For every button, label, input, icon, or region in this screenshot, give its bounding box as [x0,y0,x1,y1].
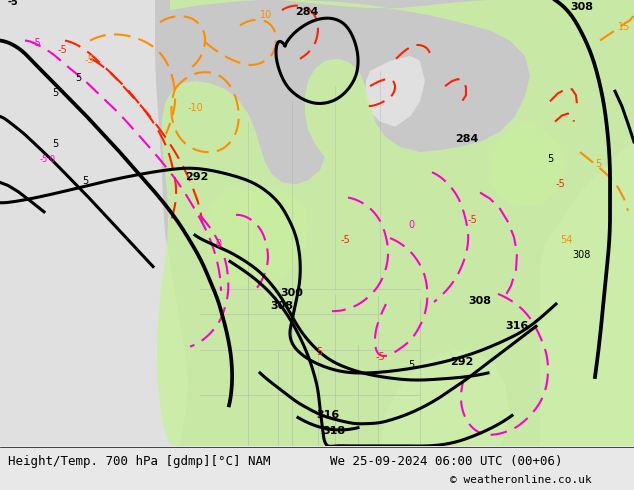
Text: 316: 316 [505,321,528,331]
Text: 284: 284 [295,7,318,17]
Text: -10: -10 [187,103,203,114]
Text: 318: 318 [322,426,345,436]
Text: -5: -5 [468,215,478,225]
Text: 300: 300 [280,288,303,298]
Polygon shape [490,122,565,207]
Text: 5: 5 [75,73,81,83]
Text: 308: 308 [570,2,593,12]
Text: -5: -5 [58,45,68,55]
Text: Height/Temp. 700 hPa [gdmp][°C] NAM: Height/Temp. 700 hPa [gdmp][°C] NAM [8,455,271,468]
Text: 5: 5 [52,139,58,149]
Text: 284: 284 [455,134,479,144]
Text: 5: 5 [82,176,88,186]
Text: 0: 0 [215,239,221,249]
Text: 54: 54 [560,235,573,245]
Text: -5: -5 [341,235,351,245]
Polygon shape [0,0,188,446]
Text: 308: 308 [270,301,293,311]
Text: 5: 5 [408,360,414,370]
Polygon shape [540,142,634,446]
Polygon shape [380,350,510,446]
Polygon shape [157,0,634,446]
Text: -5: -5 [85,55,94,65]
Text: -5·0: -5·0 [40,155,56,164]
Text: -5: -5 [556,179,566,190]
Polygon shape [155,0,634,446]
Text: 15: 15 [618,23,630,32]
Text: 5: 5 [547,154,553,164]
Text: 10: 10 [260,10,272,20]
Text: -5: -5 [32,38,42,48]
Text: 5: 5 [595,159,601,169]
Text: 308: 308 [572,250,590,260]
Text: 292: 292 [185,172,209,182]
Text: We 25-09-2024 06:00 UTC (00+06): We 25-09-2024 06:00 UTC (00+06) [330,455,562,468]
Text: -5: -5 [376,352,385,362]
Text: 5: 5 [52,88,58,98]
Text: 5: 5 [316,347,322,357]
Text: © weatheronline.co.uk: © weatheronline.co.uk [450,475,592,485]
Text: 316: 316 [316,410,339,419]
Text: -5: -5 [8,0,19,7]
Text: 308: 308 [468,296,491,306]
Polygon shape [206,188,308,286]
Text: 0: 0 [408,220,414,230]
Polygon shape [365,56,425,127]
Text: 292: 292 [450,357,474,367]
